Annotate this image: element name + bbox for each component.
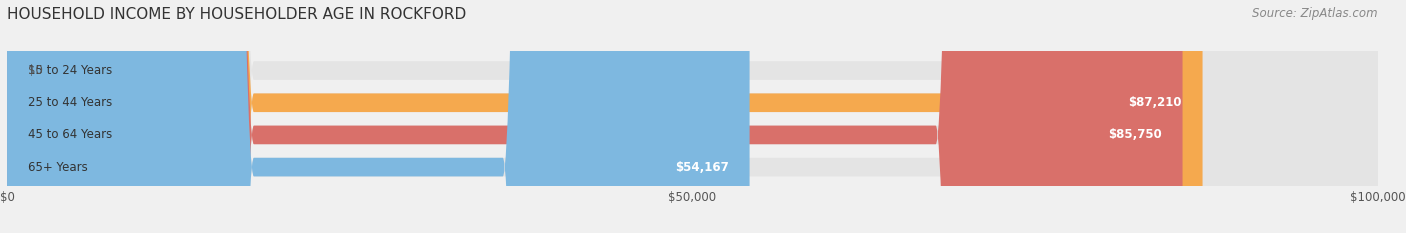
Text: Source: ZipAtlas.com: Source: ZipAtlas.com	[1253, 7, 1378, 20]
Text: 45 to 64 Years: 45 to 64 Years	[28, 128, 112, 141]
FancyBboxPatch shape	[7, 0, 1182, 233]
FancyBboxPatch shape	[7, 0, 1378, 233]
Text: 25 to 44 Years: 25 to 44 Years	[28, 96, 112, 109]
Text: $0: $0	[28, 64, 42, 77]
FancyBboxPatch shape	[7, 0, 1378, 233]
Text: 65+ Years: 65+ Years	[28, 161, 87, 174]
Text: $54,167: $54,167	[675, 161, 730, 174]
FancyBboxPatch shape	[7, 0, 749, 233]
FancyBboxPatch shape	[7, 0, 1378, 233]
Text: HOUSEHOLD INCOME BY HOUSEHOLDER AGE IN ROCKFORD: HOUSEHOLD INCOME BY HOUSEHOLDER AGE IN R…	[7, 7, 467, 22]
Text: 15 to 24 Years: 15 to 24 Years	[28, 64, 112, 77]
FancyBboxPatch shape	[7, 0, 1378, 233]
Text: $85,750: $85,750	[1108, 128, 1161, 141]
FancyBboxPatch shape	[7, 0, 1202, 233]
Text: $87,210: $87,210	[1129, 96, 1182, 109]
